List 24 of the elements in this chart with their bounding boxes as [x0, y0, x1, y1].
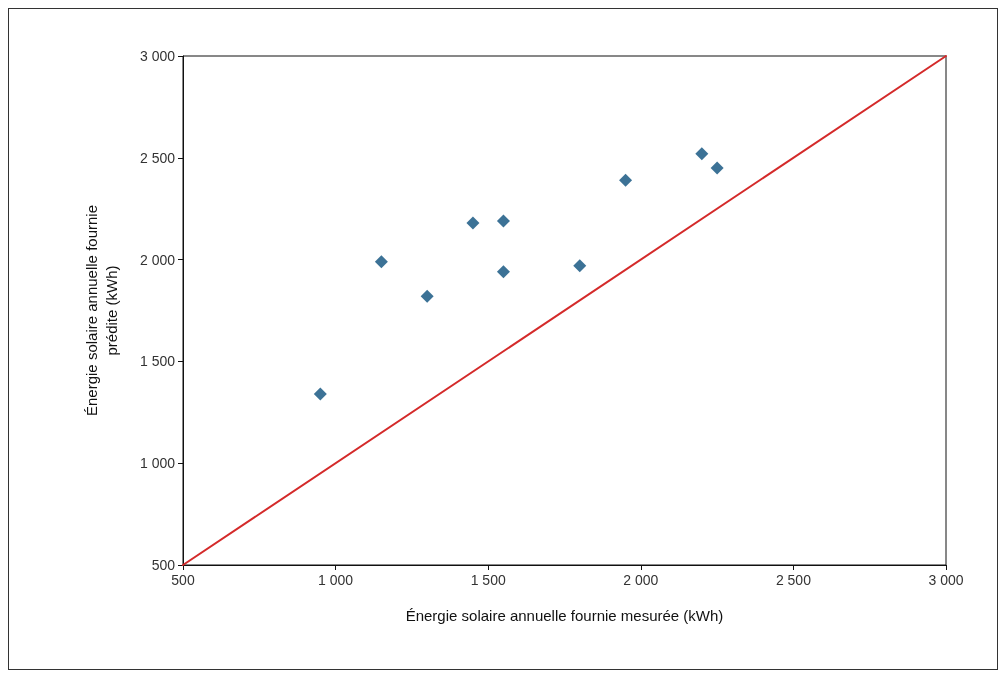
point [619, 173, 633, 187]
x-tick-label: 1 000 [318, 572, 354, 588]
x-tick-label: 1 500 [470, 572, 506, 588]
x-tick-label: 2 500 [775, 572, 812, 588]
x-tick-label: 2 000 [623, 572, 659, 588]
point [374, 255, 388, 269]
point [466, 216, 480, 230]
x-tick-label: 500 [171, 572, 195, 588]
y-tick-label: 3 000 [139, 48, 176, 64]
point [710, 161, 724, 175]
point [313, 387, 327, 401]
point [496, 214, 510, 228]
point [695, 147, 709, 161]
y-axis-title: Énergie solaire annuelle fournie prédite (kWh) [82, 205, 120, 416]
y-tick-label: 1 500 [139, 353, 176, 370]
y-tick-label: 2 500 [139, 149, 176, 166]
x-tick-label: 3 000 [928, 572, 964, 588]
y-tick-label: 1 000 [139, 455, 176, 472]
point [573, 259, 587, 273]
x-axis-title: Énergie solaire annuelle fournie mesurée (kWh) [405, 606, 724, 624]
point [420, 289, 434, 303]
y-tick-label: 2 000 [139, 251, 176, 268]
point [496, 265, 510, 279]
y-tick-label: 500 [151, 557, 176, 573]
